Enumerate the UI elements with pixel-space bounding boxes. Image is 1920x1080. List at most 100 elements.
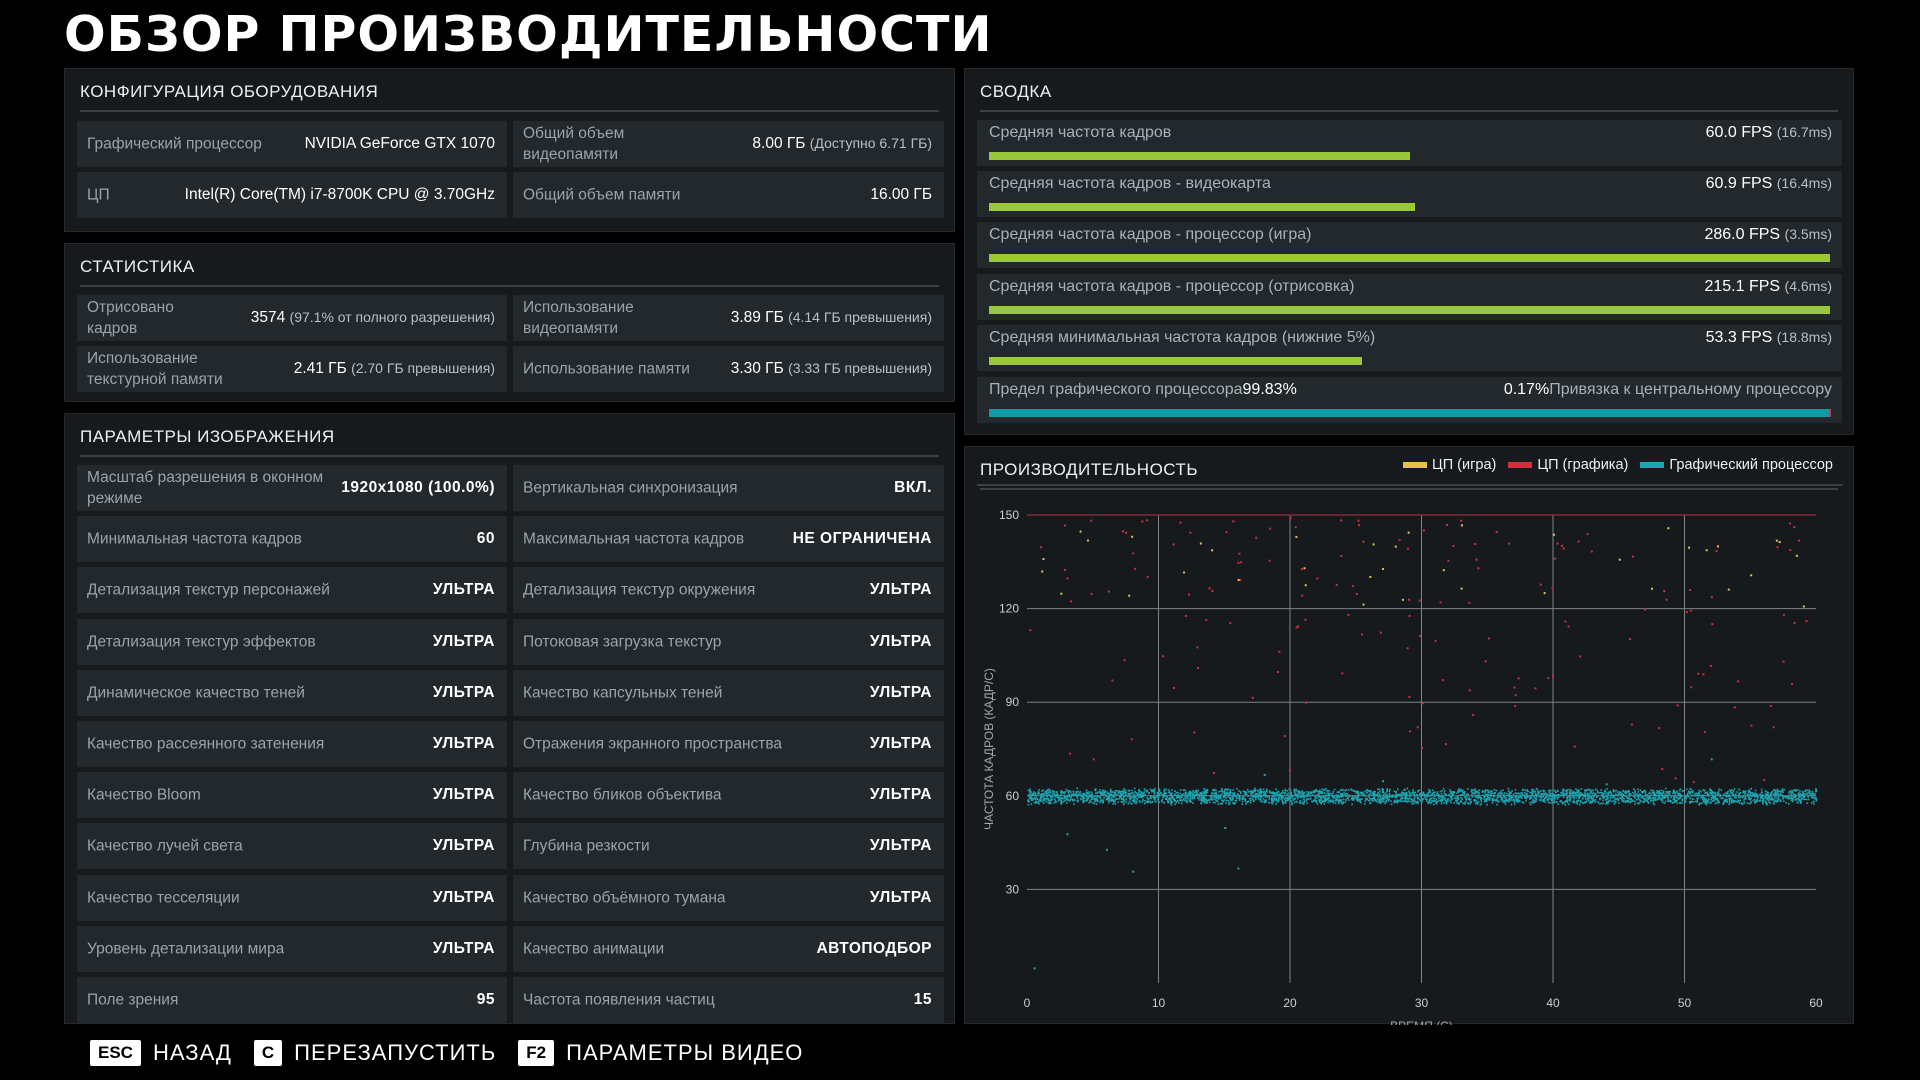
gpu-point bbox=[1509, 799, 1511, 802]
gpu-point bbox=[1366, 789, 1368, 791]
gpu-point bbox=[1483, 796, 1486, 799]
gpu-point bbox=[1485, 794, 1487, 796]
gpu-point bbox=[1517, 797, 1520, 800]
gpu-point bbox=[1726, 795, 1728, 798]
gpu-point bbox=[1143, 802, 1146, 805]
gpu-point bbox=[1270, 801, 1273, 804]
cpu-cell: ЦП Intel(R) Core(TM) i7-8700K CPU @ 3.70… bbox=[77, 172, 507, 218]
gpu-point bbox=[1790, 796, 1793, 798]
gpu-point bbox=[1122, 803, 1125, 806]
footer-action-2[interactable]: F2 ПАРАМЕТРЫ ВИДЕО bbox=[518, 1040, 803, 1066]
gpu-point bbox=[1223, 793, 1226, 796]
gpu-point bbox=[1229, 801, 1231, 804]
gpu-point bbox=[1281, 799, 1283, 802]
gpu-point bbox=[1245, 793, 1248, 796]
gpu-point bbox=[1602, 795, 1604, 798]
gpu-point bbox=[1271, 795, 1274, 797]
gpu-point bbox=[1711, 796, 1714, 799]
gpu-point bbox=[1739, 796, 1742, 799]
gpu-point bbox=[1081, 796, 1084, 798]
gpu-point bbox=[1296, 793, 1299, 796]
gpu-point bbox=[1222, 796, 1225, 799]
gpu-point bbox=[1641, 795, 1644, 798]
gpu-point bbox=[1567, 795, 1569, 798]
gpu-point bbox=[1317, 790, 1319, 793]
cpu-render-point bbox=[1495, 531, 1498, 534]
gpu-point bbox=[1291, 797, 1294, 800]
gpu-point bbox=[1562, 796, 1565, 798]
gpu-point bbox=[1770, 799, 1773, 801]
gpu-point bbox=[1027, 799, 1030, 801]
gpu-point bbox=[1296, 797, 1299, 800]
gpu-point bbox=[1318, 793, 1320, 795]
gpu-point bbox=[1451, 791, 1454, 793]
gpu-point bbox=[1478, 792, 1481, 795]
gpu-point bbox=[1033, 791, 1036, 794]
gpu-point bbox=[1065, 788, 1068, 791]
gpu-point bbox=[1381, 788, 1384, 790]
gpu-point bbox=[1761, 794, 1764, 797]
gpu-point bbox=[1061, 801, 1064, 804]
gpu-point bbox=[1572, 799, 1575, 802]
gpu-point bbox=[1260, 796, 1262, 799]
gpu-point bbox=[1150, 795, 1152, 797]
cpu-render-point bbox=[1629, 638, 1632, 641]
cpu-render-point bbox=[1710, 596, 1713, 599]
gpu-point bbox=[1560, 799, 1562, 802]
gpu-point bbox=[1569, 797, 1571, 799]
gpu-point bbox=[1064, 799, 1067, 802]
gpu-point bbox=[1356, 792, 1359, 794]
gpu-point bbox=[1678, 792, 1681, 795]
vram-sub: (Доступно 6.71 ГБ) bbox=[809, 135, 932, 151]
gpu-point bbox=[1393, 801, 1396, 804]
gpu-point bbox=[1629, 801, 1631, 804]
gpu-point bbox=[1112, 795, 1115, 797]
cpu-render-point bbox=[1737, 680, 1740, 683]
gpu-point bbox=[1340, 794, 1342, 797]
footer-action-0[interactable]: ESC НАЗАД bbox=[90, 1040, 232, 1066]
gpu-point bbox=[1286, 790, 1289, 792]
gpu-point bbox=[1736, 800, 1739, 803]
gpu-point bbox=[1499, 791, 1501, 794]
gpu-point bbox=[1694, 800, 1697, 803]
gpu-point bbox=[1417, 790, 1419, 793]
gpu-point bbox=[1143, 788, 1146, 790]
footer-action-1[interactable]: C ПЕРЕЗАПУСТИТЬ bbox=[253, 1040, 496, 1066]
gpu-point bbox=[1728, 798, 1731, 801]
gpu-point bbox=[1639, 800, 1642, 803]
gpu-point bbox=[1690, 800, 1693, 803]
gpu-point bbox=[1079, 791, 1082, 793]
gpu-point bbox=[1510, 803, 1513, 806]
gpu-point bbox=[1405, 792, 1407, 795]
gpu-point bbox=[1529, 791, 1532, 794]
gpu-point bbox=[1368, 797, 1371, 800]
gpu-point bbox=[1728, 795, 1730, 798]
cpu-render-point bbox=[1444, 743, 1447, 746]
gpu-point bbox=[1124, 794, 1127, 797]
gpu-point bbox=[1634, 803, 1636, 805]
gpu-point bbox=[1136, 798, 1139, 801]
gpu-point bbox=[1583, 795, 1586, 798]
gpu-point bbox=[1325, 799, 1328, 802]
gpu-point bbox=[1375, 793, 1377, 796]
gpu-point bbox=[1722, 797, 1724, 799]
cpu-render-point bbox=[1122, 530, 1125, 533]
gpu-point bbox=[1204, 792, 1206, 794]
gpu-point bbox=[1652, 800, 1655, 803]
gpu-point bbox=[1197, 797, 1200, 799]
cpu-render-point bbox=[1441, 679, 1444, 682]
gpu-point bbox=[1646, 799, 1648, 802]
gpu-point bbox=[1350, 788, 1352, 790]
gpu-point bbox=[1038, 798, 1041, 801]
gpu-point bbox=[1293, 798, 1296, 800]
gpu-point bbox=[1168, 791, 1171, 793]
gpu-point bbox=[1795, 790, 1797, 793]
gpu-point bbox=[1711, 800, 1714, 802]
gpu-point bbox=[1708, 798, 1710, 800]
gpu-point bbox=[1037, 793, 1039, 795]
gpu-point bbox=[1112, 791, 1114, 793]
gpu-point bbox=[1531, 788, 1533, 791]
summary-sub: (16.7ms) bbox=[1776, 124, 1832, 140]
gpu-point bbox=[1333, 788, 1336, 791]
cpu-render-point bbox=[1513, 686, 1516, 689]
